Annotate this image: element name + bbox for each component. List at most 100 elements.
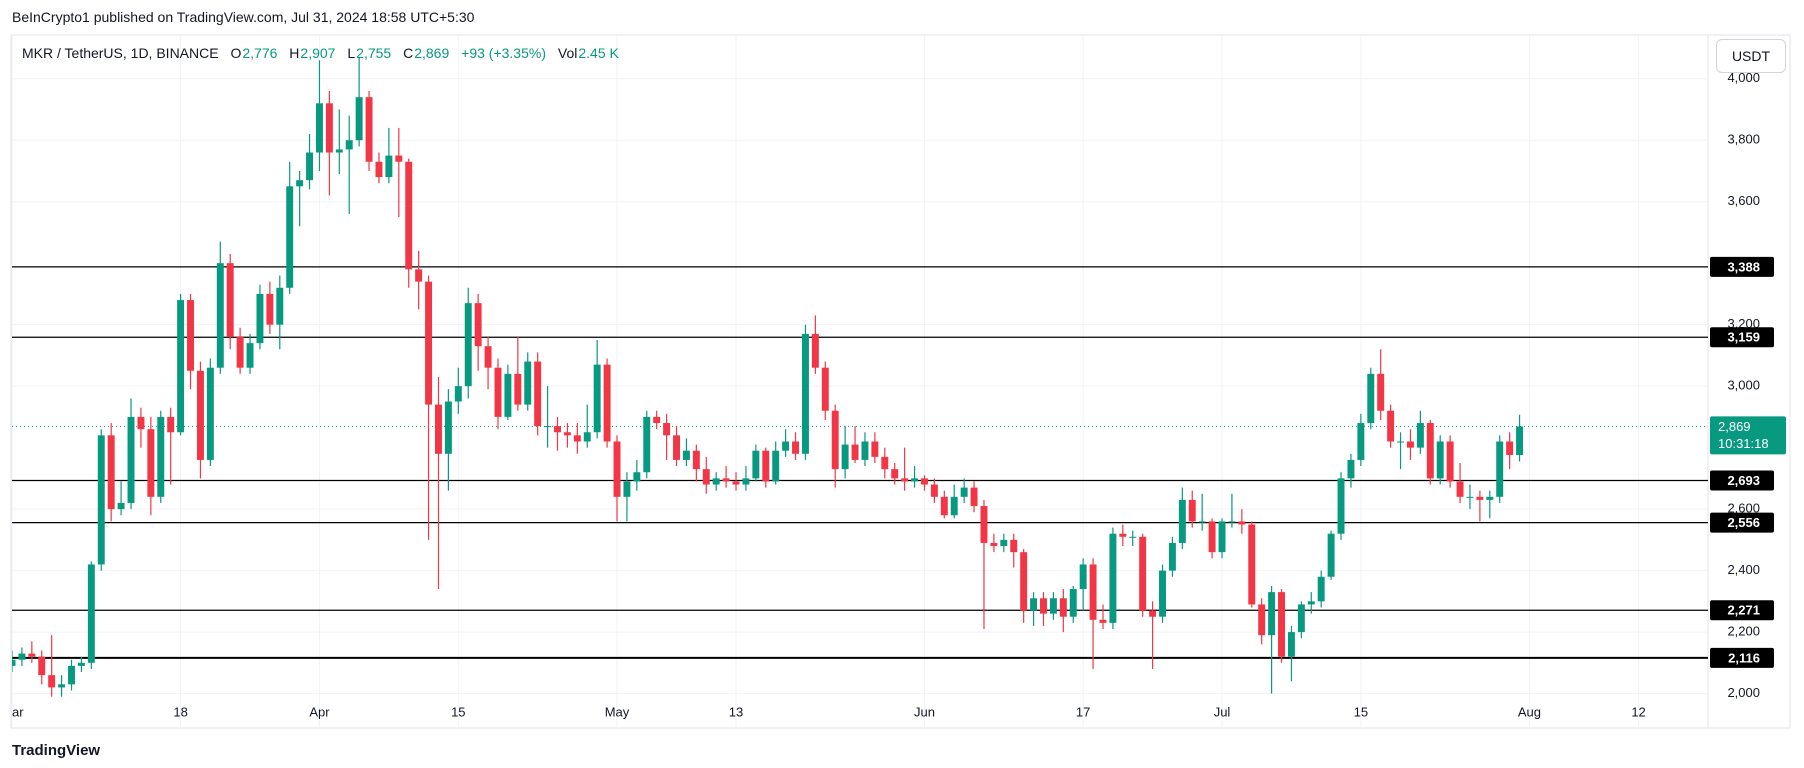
- candle-body: [325, 103, 333, 153]
- candle-body: [87, 564, 95, 663]
- candle-body: [1228, 521, 1236, 523]
- candle-body: [266, 293, 274, 325]
- candle-body: [801, 333, 809, 454]
- candle-body: [861, 441, 869, 460]
- header: BeInCrypto1 published on TradingView.com…: [12, 9, 475, 25]
- open-label: O: [230, 45, 242, 61]
- candle-body: [524, 361, 532, 405]
- candle-body: [633, 472, 641, 482]
- candle-body: [821, 367, 829, 411]
- candle-body: [1297, 604, 1305, 633]
- candle-body: [504, 373, 512, 417]
- candle-body: [603, 364, 611, 442]
- candle-body: [1317, 576, 1325, 602]
- candle-body: [345, 140, 353, 150]
- candle-body: [891, 469, 899, 479]
- candle-body: [127, 416, 135, 503]
- candle-body: [1079, 564, 1087, 590]
- candle-body: [147, 429, 155, 497]
- high-value: 2,907: [300, 45, 336, 61]
- level-tag: [1710, 600, 1774, 621]
- candle-body: [1268, 592, 1276, 636]
- candle-body: [157, 416, 165, 497]
- candle-body: [792, 441, 800, 454]
- candle-body: [1466, 496, 1474, 498]
- candle-body: [811, 333, 819, 368]
- candle-body: [1426, 423, 1434, 479]
- candle-body: [1377, 373, 1385, 411]
- candle-body: [980, 506, 988, 543]
- candle-body: [613, 441, 621, 497]
- candle-body: [405, 161, 413, 270]
- candle-body: [484, 346, 492, 368]
- candle-body: [1119, 533, 1127, 537]
- candle-body: [782, 441, 790, 451]
- candle-body: [137, 416, 145, 430]
- volume-value: 2.45 K: [578, 45, 619, 61]
- candle-body: [960, 487, 968, 497]
- candle-body: [653, 416, 661, 424]
- candle-body: [1486, 496, 1494, 500]
- candle-body: [1307, 601, 1315, 605]
- candle-body: [881, 456, 889, 470]
- candle-body: [276, 287, 284, 325]
- candle-body: [514, 373, 522, 405]
- candle-body: [196, 370, 204, 460]
- candle-body: [1010, 539, 1018, 553]
- y-tick-label: 2,600: [1727, 501, 1760, 516]
- candle-body: [1416, 423, 1424, 448]
- candle-body: [216, 263, 224, 368]
- candle-body: [1099, 619, 1107, 623]
- levels: [12, 266, 1708, 659]
- candle-body: [563, 432, 571, 436]
- candle-body: [1188, 499, 1196, 522]
- candle-body: [474, 303, 482, 347]
- last-price-tag: [1710, 416, 1786, 455]
- x-tick-label: 15: [451, 704, 465, 719]
- candle-body: [673, 435, 680, 460]
- y-tick-label: 3,800: [1727, 132, 1760, 147]
- candle-body: [1367, 373, 1375, 424]
- candle-body: [554, 426, 561, 433]
- x-tick-label: May: [605, 704, 630, 719]
- countdown: 10:31:18: [1718, 436, 1769, 451]
- candle-body: [335, 149, 343, 153]
- x-tick-label: 12: [1631, 704, 1645, 719]
- candle-body: [38, 656, 46, 676]
- candle-body: [901, 478, 909, 482]
- candle-body: [296, 180, 304, 187]
- candle-body: [1496, 441, 1504, 497]
- candle-body: [742, 478, 750, 485]
- candle-body: [444, 401, 452, 454]
- level-tag: [1710, 327, 1774, 348]
- candle-body: [732, 481, 740, 485]
- y-tick-label: 3,600: [1727, 193, 1760, 208]
- candle-body: [1436, 441, 1444, 479]
- candle-body: [762, 450, 770, 482]
- candle-body: [1238, 521, 1246, 525]
- candle-body: [573, 435, 581, 442]
- candle-body: [772, 450, 780, 482]
- level-tag: [1710, 647, 1774, 668]
- candle-body: [1030, 598, 1038, 611]
- currency-button[interactable]: USDT: [1716, 39, 1786, 73]
- y-tick-label: 4,000: [1727, 70, 1760, 85]
- candle-body: [940, 496, 948, 516]
- candle-body: [28, 653, 36, 657]
- candle-body: [1347, 459, 1355, 479]
- candle-body: [1397, 441, 1405, 443]
- close-value: 2,869: [414, 45, 450, 61]
- level-tag: [1710, 470, 1774, 491]
- candle-body: [1069, 589, 1077, 617]
- footer-logo: TradingView: [12, 742, 101, 759]
- candle-body: [375, 161, 383, 178]
- y-tick-label: 2,400: [1727, 562, 1760, 577]
- candle-body: [1129, 536, 1137, 538]
- candle-body: [315, 103, 323, 153]
- symbol: MKR / TetherUS, 1D, BINANCE: [22, 45, 219, 61]
- candle-body: [48, 675, 56, 688]
- level-tag-label: 3,388: [1727, 259, 1760, 274]
- candle-body: [286, 186, 294, 288]
- candle-body: [1000, 539, 1008, 547]
